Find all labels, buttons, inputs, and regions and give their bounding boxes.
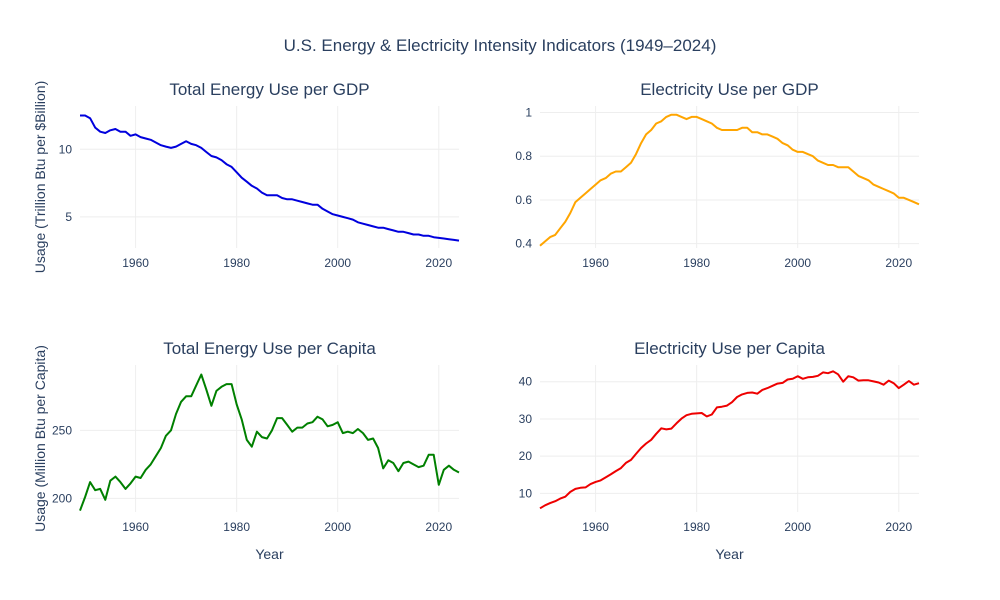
x-axis-label: Year	[255, 546, 284, 562]
subplot-title: Total Energy Use per GDP	[169, 80, 369, 99]
series-line-electricity-per-gdp	[539, 113, 920, 247]
x-tick-label: 2020	[885, 256, 912, 270]
x-tick-label: 2000	[324, 256, 351, 270]
x-tick-label: 2020	[885, 520, 912, 534]
subplot-title: Total Energy Use per Capita	[163, 339, 376, 358]
y-tick-label: 10	[519, 486, 533, 500]
x-tick-label: 1980	[683, 256, 710, 270]
x-tick-label: 1960	[122, 520, 149, 534]
subplot-title: Electricity Use per GDP	[640, 80, 819, 99]
y-tick-label: 0.8	[515, 149, 532, 163]
subplot-title: Electricity Use per Capita	[634, 339, 825, 358]
x-tick-label: 1980	[683, 520, 710, 534]
panel-energy-per-capita: 1960 1980 2000 2020 200 250 Total Energy Use p…	[32, 339, 460, 562]
x-tick-label: 2000	[784, 256, 811, 270]
x-tick-label: 2020	[425, 256, 452, 270]
y-tick-label: 20	[519, 449, 533, 463]
x-tick-label: 1980	[223, 520, 250, 534]
y-tick-label: 250	[52, 423, 72, 437]
y-tick-label: 30	[519, 412, 533, 426]
main-title: U.S. Energy & Electricity Intensity Indi…	[284, 36, 717, 55]
series-line-energy-per-capita	[79, 373, 460, 511]
y-axis-label: Usage (Million Btu per Capita)	[32, 345, 48, 532]
panel-energy-per-gdp: 1960 1980 2000 2020 5 10 Total Energy Use per …	[32, 80, 460, 273]
y-tick-label: 0.6	[515, 193, 532, 207]
series-line-energy-per-gdp	[80, 114, 460, 242]
x-tick-label: 2000	[784, 520, 811, 534]
y-tick-label: 5	[65, 210, 72, 224]
y-tick-label: 0.4	[515, 237, 532, 251]
panel-electricity-per-capita: 1960 1980 2000 2020 10 20 30 40 Electricity Use …	[519, 339, 920, 562]
x-tick-label: 1960	[122, 256, 149, 270]
x-tick-label: 1960	[582, 256, 609, 270]
x-tick-label: 2020	[425, 520, 452, 534]
series-line-electricity-per-capita	[539, 370, 920, 510]
x-axis-label: Year	[715, 546, 744, 562]
panel-electricity-per-gdp: 1960 1980 2000 2020 0.4 0.6 0.8 1 Electricity Us…	[515, 80, 920, 270]
x-tick-label: 1960	[582, 520, 609, 534]
y-tick-label: 200	[52, 491, 72, 505]
x-tick-label: 1980	[223, 256, 250, 270]
y-tick-label: 40	[519, 375, 533, 389]
x-tick-label: 2000	[324, 520, 351, 534]
y-tick-label: 1	[525, 106, 532, 120]
y-tick-label: 10	[59, 142, 73, 156]
y-axis-label: Usage (Trillion Btu per $Billion)	[32, 81, 48, 273]
